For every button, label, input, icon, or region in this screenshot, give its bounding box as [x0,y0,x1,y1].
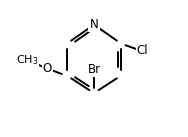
Text: N: N [90,18,98,31]
Text: Br: Br [87,63,101,76]
Text: CH$_3$: CH$_3$ [16,53,38,67]
Text: O: O [43,62,52,75]
Text: Cl: Cl [137,44,149,57]
